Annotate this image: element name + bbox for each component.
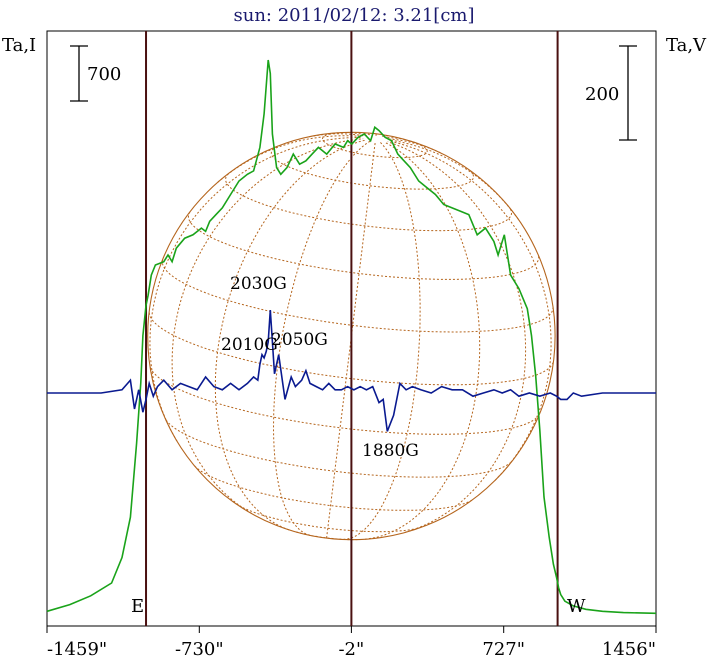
latitude-gridline <box>161 259 554 333</box>
latitude-gridline <box>295 531 358 541</box>
west-limb-label: W <box>567 596 586 617</box>
longitude-gridline <box>326 141 376 539</box>
region-label-1880g: 1880G <box>362 441 419 461</box>
x-tick-label: -1459" <box>47 639 107 660</box>
longitude-gridline <box>363 132 372 136</box>
longitude-gridline <box>384 137 406 141</box>
limb-lines <box>145 31 559 626</box>
right-y-axis-label: Ta,V <box>666 35 707 56</box>
right-scale-bar <box>619 45 637 141</box>
east-limb-label: E <box>131 596 144 617</box>
x-tick-label: -2" <box>338 639 364 660</box>
longitude-gridline <box>387 141 527 533</box>
left-scale-value: 700 <box>87 64 121 85</box>
longitude-gridline <box>364 141 481 540</box>
intensity-series-line <box>46 59 657 615</box>
polarization-series-line <box>47 309 656 432</box>
latitude-gridline <box>149 367 540 435</box>
x-tick-label: 1456" <box>602 639 656 660</box>
longitude-gridline <box>171 138 364 514</box>
longitude-gridline <box>387 138 441 154</box>
left-y-axis-label: Ta,I <box>2 35 36 56</box>
region-label-2030g: 2030G <box>230 274 287 294</box>
x-tick-label: 727" <box>482 639 525 660</box>
latitude-gridline <box>235 503 424 533</box>
region-label-2010g: 2010G <box>221 335 278 355</box>
x-axis-ticks: -1459" -730" -2" 727" 1456" <box>46 626 657 660</box>
x-tick-label: -730" <box>175 639 224 660</box>
longitude-gridline <box>389 140 552 481</box>
solar-disk-grid <box>147 131 556 541</box>
longitude-gridline <box>272 140 371 536</box>
left-scale-bar <box>70 45 88 102</box>
region-label-2050g: 2050G <box>271 330 328 350</box>
longitude-gridline <box>380 135 389 138</box>
longitude-gridline <box>217 135 362 183</box>
right-scale-value: 200 <box>585 84 619 105</box>
longitude-gridline <box>149 137 362 442</box>
chart-title: sun: 2011/02/12: 3.21[cm] <box>233 5 474 26</box>
latitude-gridline <box>225 173 513 232</box>
latitude-gridline <box>165 419 512 478</box>
latitude-gridline <box>187 211 540 280</box>
longitude-gridline <box>214 139 367 531</box>
longitude-gridline <box>389 139 519 220</box>
longitude-gridline <box>309 133 364 138</box>
longitude-gridline <box>343 141 421 540</box>
